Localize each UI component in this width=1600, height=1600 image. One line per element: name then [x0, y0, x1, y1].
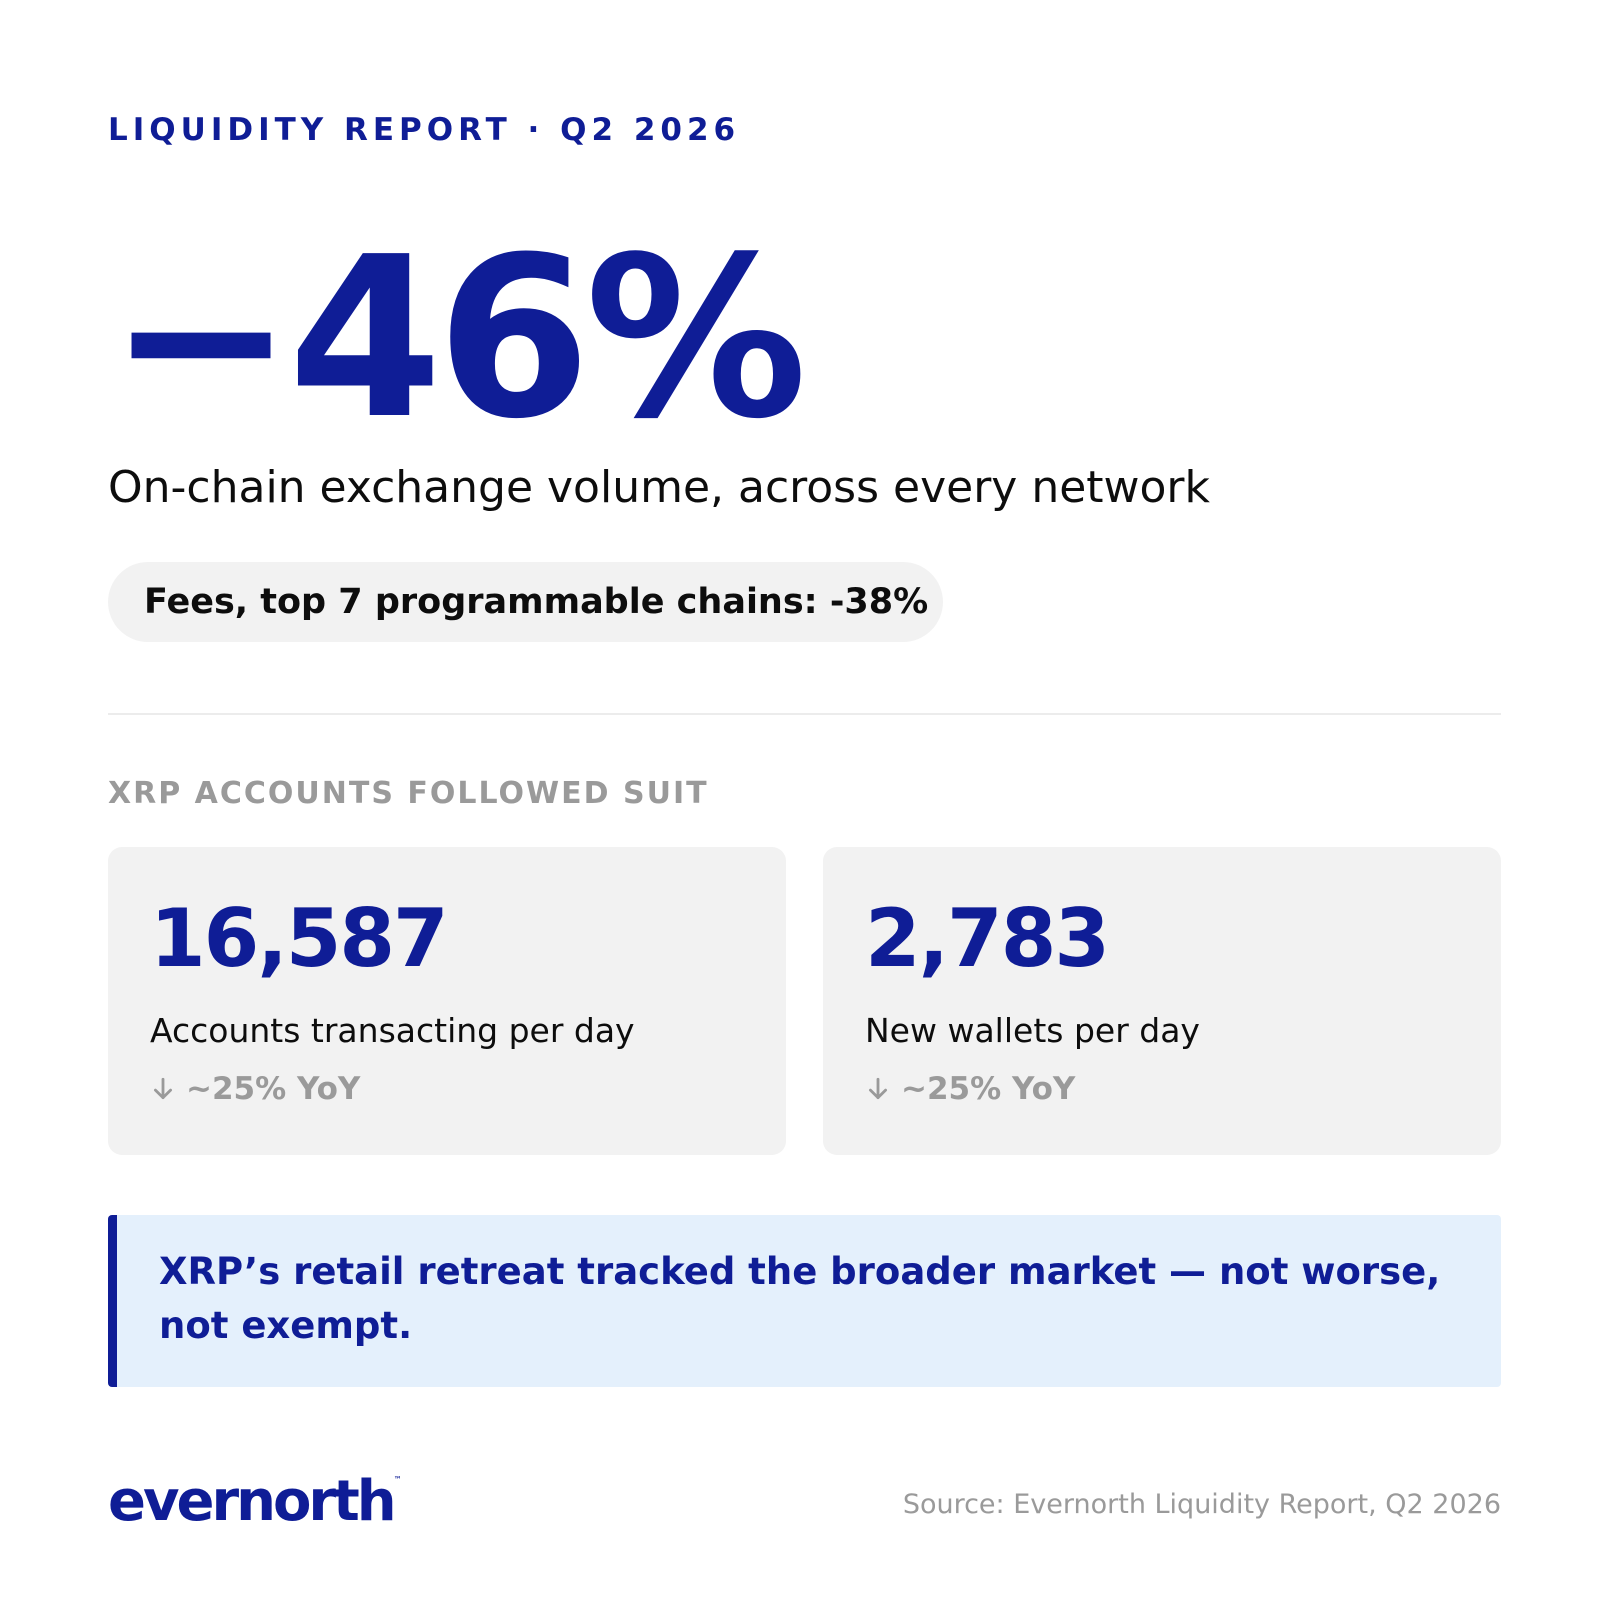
arrow-down-icon: [869, 1077, 887, 1100]
trademark-mark: ™: [393, 1475, 402, 1484]
callout-quote: XRP’s retail retreat tracked the broader…: [108, 1215, 1501, 1387]
fees-pill-text: Fees, top 7 programmable chains: -38%: [144, 582, 929, 622]
stat-value: 16,587: [150, 892, 449, 985]
stat-change-text: ~25% YoY: [186, 1071, 361, 1107]
stat-change: ~25% YoY: [150, 1071, 360, 1107]
stat-change-text: ~25% YoY: [901, 1071, 1076, 1107]
stat-card-wallets: 2,783 New wallets per day ~25% YoY: [823, 847, 1501, 1155]
stat-label: Accounts transacting per day: [150, 1011, 635, 1050]
stat-card-accounts: 16,587 Accounts transacting per day ~25%…: [108, 847, 786, 1155]
evernorth-logo: evernorth™: [108, 1474, 402, 1530]
stat-value: 2,783: [865, 892, 1110, 985]
divider: [108, 713, 1501, 715]
report-eyebrow: LIQUIDITY REPORT · Q2 2026: [108, 112, 741, 148]
fees-pill: Fees, top 7 programmable chains: -38%: [108, 562, 943, 642]
report-card: LIQUIDITY REPORT · Q2 2026 −46% On-chain…: [108, 0, 1501, 1600]
section-title: XRP ACCOUNTS FOLLOWED SUIT: [108, 776, 709, 811]
arrow-down-icon: [154, 1077, 172, 1100]
source-note: Source: Evernorth Liquidity Report, Q2 2…: [902, 1489, 1501, 1520]
hero-value: −46%: [108, 210, 807, 468]
callout-text: XRP’s retail retreat tracked the broader…: [159, 1250, 1441, 1347]
hero-subtitle: On-chain exchange volume, across every n…: [108, 462, 1210, 513]
stat-label: New wallets per day: [865, 1011, 1200, 1050]
stat-change: ~25% YoY: [865, 1071, 1075, 1107]
logo-wordmark: evernorth: [108, 1469, 397, 1534]
